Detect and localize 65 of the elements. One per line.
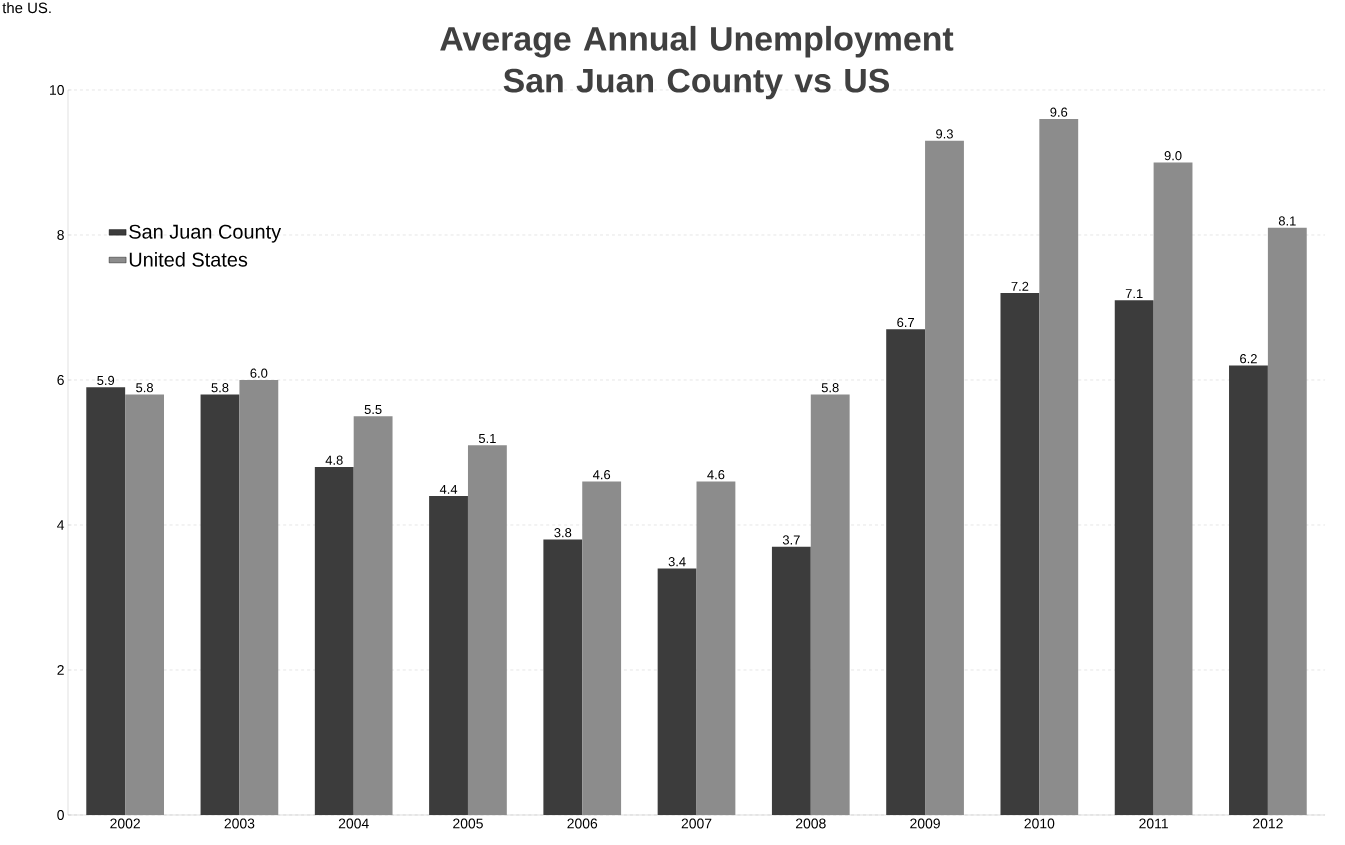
y-tick-label: 4 [57,520,65,530]
bar [810,394,850,815]
bar [1039,118,1079,815]
bar [543,539,583,815]
bar [925,140,964,815]
bar [886,329,926,815]
text: the US. [2,2,51,14]
data-label: 5.8 [136,383,154,393]
bar [1000,292,1040,815]
x-tick-label: 2005 [453,818,483,829]
bar [353,416,393,815]
data-label: 5.9 [97,375,115,386]
bar [467,445,507,815]
data-label: 4.4 [439,484,458,494]
bar [657,568,697,815]
data-label: 9.0 [1164,151,1182,161]
y-tick-label: 10 [50,85,64,95]
data-label: 7.1 [1125,289,1143,299]
x-tick-label: 2002 [110,818,140,829]
y-tick-label: 0 [57,810,64,820]
data-label: 3.7 [782,535,800,545]
y-tick-label: 8 [57,230,64,240]
legend-label: San Juan County [129,224,282,243]
bar [696,481,736,815]
data-label: 6.0 [250,368,268,378]
x-tick-label: 2006 [567,818,598,829]
data-label: 9.3 [936,129,953,139]
bar [1114,300,1154,815]
x-tick-label: 2003 [224,818,255,829]
data-label: 4.6 [707,470,725,480]
data-label: 8.1 [1278,216,1296,226]
data-label: 7.2 [1011,281,1029,291]
bar [582,481,622,815]
legend-label: United States [129,252,248,267]
x-tick-label: 2011 [1139,818,1168,829]
bar [429,495,468,815]
x-tick-label: 2008 [795,818,826,829]
data-label: 6.7 [897,317,914,328]
data-label: 6.2 [1240,354,1257,364]
x-tick-label: 2004 [338,818,369,829]
y-tick-label: 6 [57,375,64,385]
data-label: 5.8 [211,383,229,393]
bar [1153,162,1193,815]
data-label: 4.8 [325,455,343,465]
x-tick-label: 2009 [910,818,940,829]
data-label: 9.6 [1050,107,1068,117]
data-label: 4.6 [592,470,611,480]
x-tick-label: 2012 [1253,818,1283,829]
bar [200,394,240,815]
bar [1229,365,1268,815]
bar [239,379,279,815]
x-tick-label: 2010 [1024,818,1055,829]
chart-title: Average Annual Unemployment San Juan County vs US [440,25,954,100]
data-label: 5.1 [478,434,496,444]
bar [771,546,811,815]
data-label: 5.5 [364,405,382,415]
y-tick-label: 2 [57,665,64,675]
data-label: 3.8 [554,528,572,538]
x-tick-label: 2007 [681,818,712,829]
bar [125,394,164,815]
data-label: 5.8 [821,383,839,393]
data-label: 3.4 [668,557,686,567]
bar [86,387,126,815]
bar [1267,227,1307,815]
bar [314,466,354,815]
